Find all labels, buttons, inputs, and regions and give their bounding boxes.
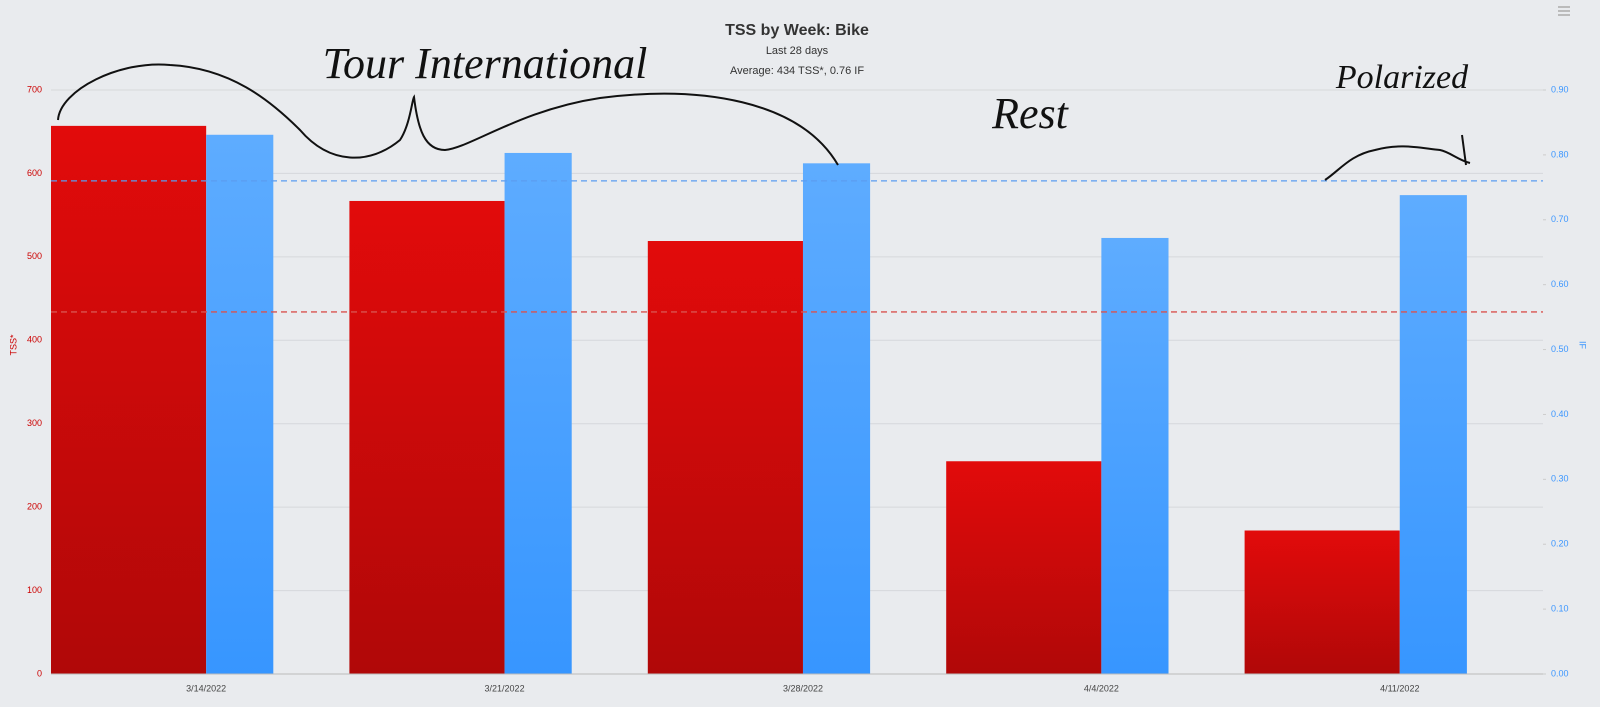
bar [1399, 195, 1467, 674]
y2-axis-title: IF [1578, 341, 1588, 350]
y2-tick-label: 0.00 [1551, 668, 1569, 678]
x-tick-label: 4/4/2022 [1084, 683, 1119, 693]
y-tick-label: 200 [27, 502, 42, 512]
plot-area: 0 100 200 300 400 500 600 700 0.00 0.10 0.20 0.30 0.… [27, 84, 1569, 693]
chart-subtitle: Last 28 days [766, 45, 829, 57]
x-tick-label: 4/11/2022 [1380, 683, 1419, 693]
x-tick-label: 3/21/2022 [485, 683, 525, 693]
y-tick-label: 500 [27, 251, 42, 261]
x-tick-label: 3/28/2022 [783, 683, 823, 693]
y2-tick-label: 0.80 [1551, 149, 1569, 159]
y2-tick-label: 0.90 [1551, 84, 1569, 94]
y2-tick-label: 0.50 [1551, 344, 1569, 354]
chart-summary: Average: 434 TSS*, 0.76 IF [730, 65, 864, 77]
y2-tick-label: 0.70 [1551, 214, 1569, 224]
handwriting [57, 63, 1471, 181]
y2-tick-label: 0.30 [1551, 474, 1569, 484]
bar [206, 134, 274, 675]
y-axis-title: TSS* [8, 334, 18, 356]
y2-tick-label: 0.40 [1551, 409, 1569, 419]
y2-tick-label: 0.20 [1551, 539, 1569, 549]
y-tick-label: 400 [27, 335, 42, 345]
bar [51, 125, 207, 675]
y-tick-label: 600 [27, 168, 42, 178]
bar [802, 163, 871, 674]
menu-icon[interactable] [1558, 6, 1570, 16]
annotation: Tour International [323, 39, 648, 88]
chart-title: TSS by Week: Bike [725, 22, 869, 39]
y-tick-label: 700 [27, 84, 42, 94]
y2-tick-label: 0.10 [1551, 603, 1569, 613]
bar [1244, 530, 1400, 674]
y-tick-label: 100 [27, 585, 42, 595]
bar [647, 241, 803, 674]
bar [1101, 237, 1169, 675]
x-tick-label: 3/14/2022 [186, 683, 226, 693]
bar [349, 200, 505, 674]
annotation: Polarized [1335, 59, 1469, 96]
bar [946, 461, 1102, 674]
y2-tick-label: 0.60 [1551, 279, 1569, 289]
annotation: Rest [991, 89, 1070, 138]
y-tick-label: 300 [27, 418, 42, 428]
y-tick-label: 0 [37, 668, 42, 678]
bar [504, 152, 572, 675]
